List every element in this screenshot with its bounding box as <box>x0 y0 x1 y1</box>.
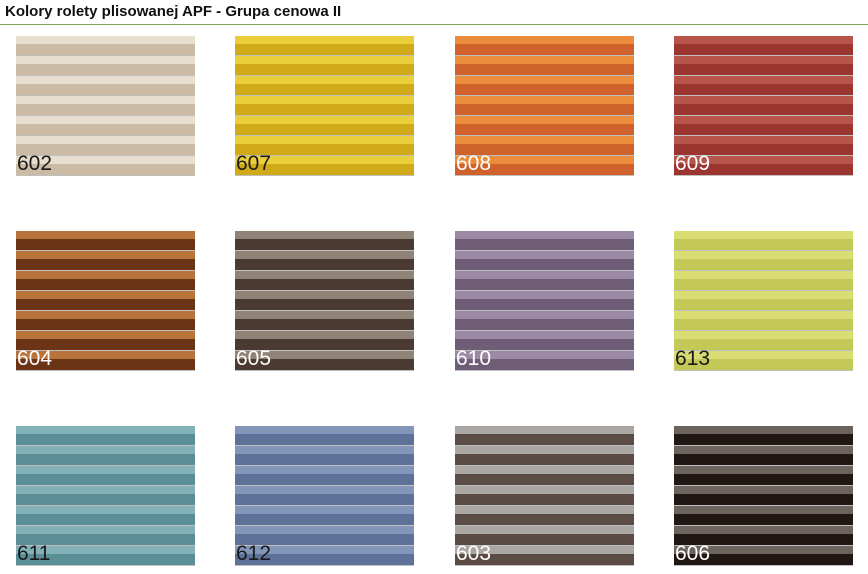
color-swatch-604[interactable]: 604 <box>16 231 195 371</box>
swatch-code-label: 607 <box>236 152 272 175</box>
color-swatch-608[interactable]: 608 <box>455 36 634 176</box>
color-swatch-611[interactable]: 611 <box>16 426 195 566</box>
page-title: Kolory rolety plisowanej APF - Grupa cen… <box>5 3 342 20</box>
swatch-code-label: 613 <box>675 347 711 370</box>
color-swatch-606[interactable]: 606 <box>674 426 853 566</box>
color-swatch-613[interactable]: 613 <box>674 231 853 371</box>
title-divider <box>0 24 868 25</box>
swatch-code-label: 602 <box>17 152 53 175</box>
swatch-code-label: 609 <box>675 152 711 175</box>
swatch-code-label: 603 <box>456 542 492 565</box>
swatch-code-label: 610 <box>456 347 492 370</box>
color-swatch-607[interactable]: 607 <box>235 36 414 176</box>
swatch-code-label: 606 <box>675 542 711 565</box>
swatch-code-label: 612 <box>236 542 272 565</box>
color-swatch-612[interactable]: 612 <box>235 426 414 566</box>
color-swatch-610[interactable]: 610 <box>455 231 634 371</box>
swatch-code-label: 608 <box>456 152 492 175</box>
swatch-code-label: 604 <box>17 347 53 370</box>
color-swatch-603[interactable]: 603 <box>455 426 634 566</box>
color-swatch-609[interactable]: 609 <box>674 36 853 176</box>
color-swatch-605[interactable]: 605 <box>235 231 414 371</box>
color-swatch-602[interactable]: 602 <box>16 36 195 176</box>
swatch-code-label: 605 <box>236 347 272 370</box>
swatch-code-label: 611 <box>17 542 51 565</box>
